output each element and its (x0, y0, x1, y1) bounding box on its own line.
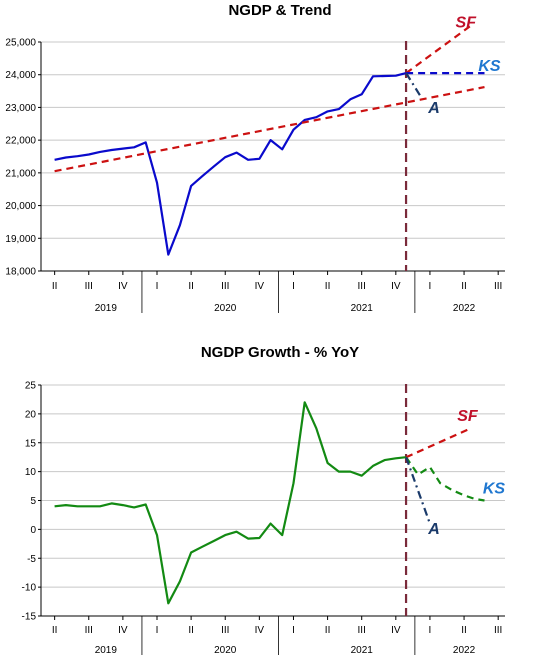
x-tick-label: III (358, 281, 366, 292)
y-tick-label: 23,000 (5, 103, 36, 114)
y-tick-label: -5 (27, 554, 36, 565)
x-tick-label: I (429, 625, 432, 636)
y-tick-label: 25,000 (5, 38, 36, 49)
annotation-label-a: A (427, 100, 440, 117)
x-tick-label: II (52, 281, 58, 292)
annotation-label-a: A (427, 521, 440, 538)
y-tick-label: 10 (25, 467, 37, 478)
annotation-label-ks: KS (483, 481, 506, 498)
chart-panel-1: NGDP & Trend 18,000 19,000 20,000 21,000 22,0… (5, 2, 505, 314)
year-label: 2022 (453, 645, 476, 656)
x-tick-label: IV (255, 625, 265, 636)
x-tick-label: I (292, 625, 295, 636)
y-tick-label: 19,000 (5, 234, 36, 245)
x-tick-label: II (188, 625, 194, 636)
x-tick-label: I (429, 281, 432, 292)
annotation-label-sf: SF (456, 14, 478, 31)
x-tick-label: I (156, 281, 159, 292)
year-label: 2020 (214, 645, 237, 656)
y-tick-label: -15 (22, 612, 37, 623)
x-tick-label: IV (118, 625, 128, 636)
x-tick-label: IV (118, 281, 128, 292)
x-tick-label: II (325, 625, 331, 636)
y-tick-label: 18,000 (5, 267, 36, 278)
x-tick-label: III (494, 625, 502, 636)
y-tick-label: 20 (25, 409, 37, 420)
x-tick-label: III (85, 281, 93, 292)
series-line-ks (405, 456, 485, 502)
y-tick-label: -10 (22, 583, 37, 594)
series-line-1 (54, 72, 407, 256)
x-tick-label: III (221, 625, 229, 636)
series-line-a (405, 456, 431, 524)
year-label: 2019 (95, 645, 118, 656)
year-label: 2021 (351, 303, 374, 314)
series-line-sf (405, 24, 472, 74)
year-label: 2022 (453, 303, 476, 314)
y-tick-label: 21,000 (5, 168, 36, 179)
y-tick-label: 5 (30, 496, 36, 507)
y-tick-label: 0 (30, 525, 36, 536)
series-line-1 (54, 401, 407, 605)
series-line-a (405, 72, 423, 99)
annotation-label-sf: SF (457, 408, 479, 425)
x-tick-label: II (461, 281, 467, 292)
year-label: 2021 (351, 645, 374, 656)
chart-title: NGDP & Trend (228, 2, 331, 19)
x-tick-label: IV (391, 281, 401, 292)
x-tick-label: III (221, 281, 229, 292)
y-tick-label: 24,000 (5, 70, 36, 81)
x-tick-label: III (494, 281, 502, 292)
x-tick-label: II (325, 281, 331, 292)
x-tick-label: II (461, 625, 467, 636)
chart-title: NGDP Growth - % YoY (201, 344, 359, 361)
y-tick-label: 15 (25, 438, 37, 449)
x-tick-label: IV (391, 625, 401, 636)
x-tick-label: IV (255, 281, 265, 292)
x-tick-label: III (85, 625, 93, 636)
x-tick-label: II (52, 625, 58, 636)
year-label: 2019 (95, 303, 118, 314)
x-tick-label: I (156, 625, 159, 636)
year-label: 2020 (214, 303, 237, 314)
y-tick-label: 25 (25, 381, 37, 392)
x-tick-label: II (188, 281, 194, 292)
x-tick-label: III (358, 625, 366, 636)
y-tick-label: 20,000 (5, 201, 36, 212)
y-tick-label: 22,000 (5, 136, 36, 147)
annotation-label-ks: KS (478, 58, 501, 75)
series-line-2 (54, 86, 485, 173)
x-tick-label: I (292, 281, 295, 292)
